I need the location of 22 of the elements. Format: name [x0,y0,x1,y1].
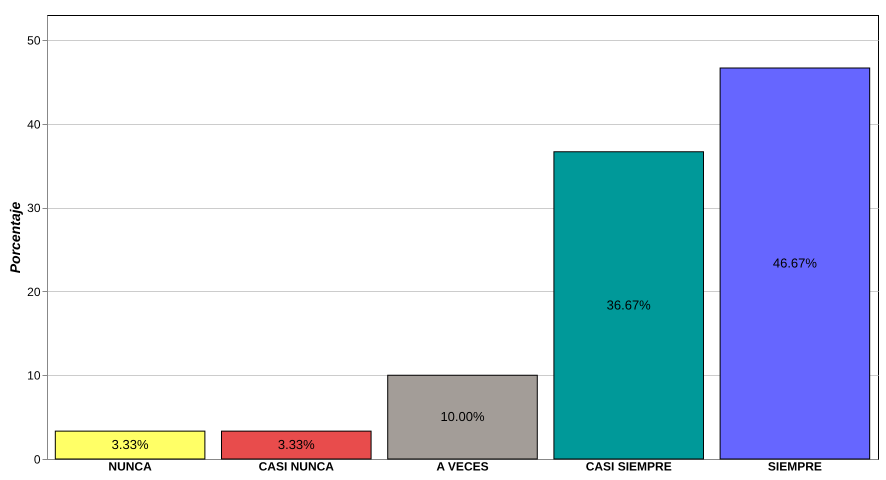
y-tick-label: 10 [27,368,41,383]
y-tick-label: 40 [27,117,41,132]
x-tick-label: CASI SIEMPRE [586,460,672,474]
x-tick-label: SIEMPRE [768,460,822,474]
y-tick-label: 20 [27,284,41,299]
x-tick-label: NUNCA [108,460,152,474]
y-axis-title: Porcentaje [7,201,24,274]
data-label: 3.33% [112,437,149,452]
bar [54,430,206,460]
bar [387,374,538,460]
data-label: 10.00% [440,409,485,424]
data-label: 46.67% [772,256,818,271]
x-tick-label: A VECES [436,460,489,474]
bar [720,68,870,460]
data-label: 36.67% [606,297,652,312]
x-tick-label: CASI NUNCA [258,460,334,474]
y-tick-label: 30 [27,201,41,216]
bar [553,151,704,460]
bar [221,430,372,460]
y-tick-label: 50 [27,34,41,48]
data-label: 3.33% [278,437,316,452]
y-tick-label: 0 [34,452,41,466]
